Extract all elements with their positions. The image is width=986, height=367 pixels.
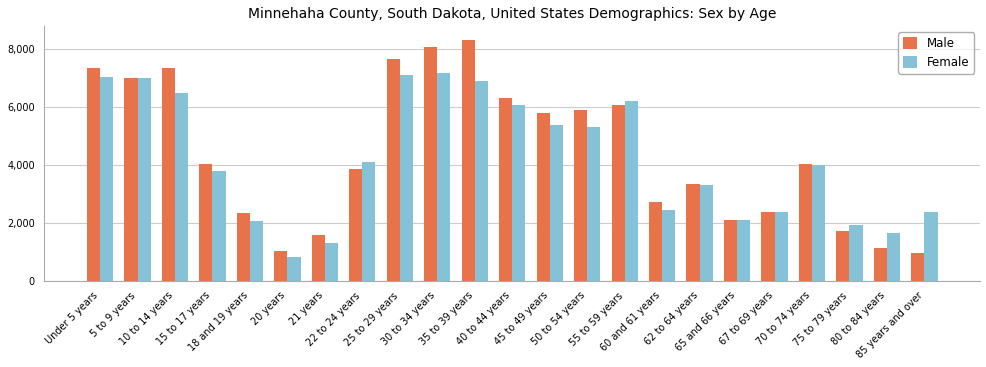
Bar — [162, 68, 175, 281]
Bar — [873, 248, 886, 281]
Bar — [549, 125, 562, 281]
Bar — [424, 47, 437, 281]
Bar — [249, 221, 263, 281]
Bar — [774, 211, 787, 281]
Bar — [723, 221, 737, 281]
Bar — [212, 171, 226, 281]
Bar — [798, 164, 811, 281]
Bar — [349, 169, 362, 281]
Bar — [924, 212, 937, 281]
Bar — [760, 211, 774, 281]
Bar — [587, 127, 599, 281]
Bar — [437, 73, 450, 281]
Bar — [312, 235, 324, 281]
Bar — [512, 105, 525, 281]
Bar — [237, 213, 249, 281]
Bar — [137, 78, 151, 281]
Bar — [362, 162, 375, 281]
Bar — [499, 98, 512, 281]
Bar — [324, 243, 337, 281]
Bar — [287, 257, 300, 281]
Bar — [399, 75, 412, 281]
Legend: Male, Female: Male, Female — [897, 32, 973, 74]
Bar — [662, 210, 674, 281]
Bar — [199, 164, 212, 281]
Bar — [910, 253, 924, 281]
Bar — [574, 109, 587, 281]
Bar — [886, 233, 899, 281]
Bar — [461, 40, 474, 281]
Bar — [649, 202, 662, 281]
Bar — [387, 59, 399, 281]
Bar — [811, 165, 824, 281]
Bar — [835, 231, 849, 281]
Bar — [699, 185, 712, 281]
Bar — [474, 81, 487, 281]
Bar — [611, 105, 624, 281]
Bar — [100, 77, 113, 281]
Bar — [849, 225, 862, 281]
Bar — [536, 113, 549, 281]
Bar — [87, 68, 100, 281]
Bar — [274, 251, 287, 281]
Bar — [686, 184, 699, 281]
Title: Minnehaha County, South Dakota, United States Demographics: Sex by Age: Minnehaha County, South Dakota, United S… — [247, 7, 776, 21]
Bar — [737, 220, 749, 281]
Bar — [175, 93, 188, 281]
Bar — [624, 101, 637, 281]
Bar — [124, 78, 137, 281]
